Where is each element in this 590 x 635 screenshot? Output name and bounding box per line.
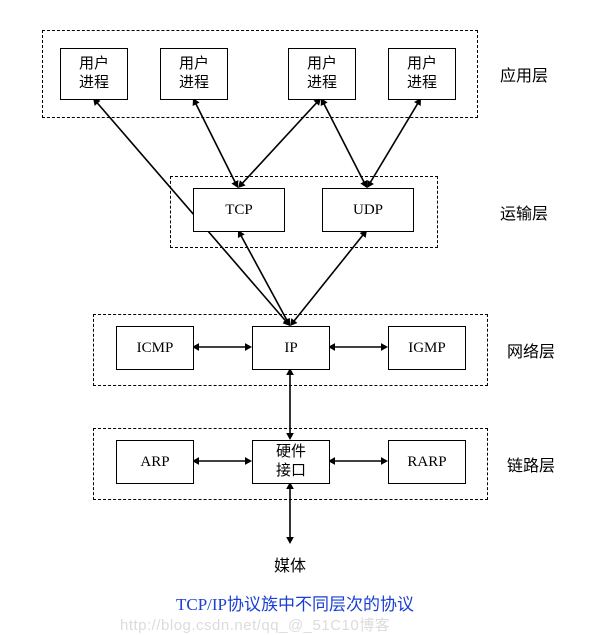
node-label: ARP (140, 453, 169, 472)
node-label: 用户进程 (407, 55, 437, 93)
node-udp: UDP (322, 188, 414, 232)
node-ip: IP (252, 326, 330, 370)
node-label: IP (284, 339, 297, 358)
node-user-3: 用户进程 (288, 48, 356, 100)
node-igmp: IGMP (388, 326, 466, 370)
node-tcp: TCP (193, 188, 285, 232)
node-arp: ARP (116, 440, 194, 484)
caption: TCP/IP协议族中不同层次的协议 (0, 590, 590, 615)
media-label: 媒体 (274, 552, 306, 576)
node-hw: 硬件接口 (252, 440, 330, 484)
node-icmp: ICMP (116, 326, 194, 370)
node-rarp: RARP (388, 440, 466, 484)
layer-label-link: 链路层 (507, 452, 555, 476)
node-label: ICMP (137, 339, 174, 358)
layer-label-tran: 运输层 (500, 200, 548, 224)
node-label: 用户进程 (79, 55, 109, 93)
layer-label-net: 网络层 (507, 338, 555, 362)
layer-label-app: 应用层 (500, 62, 548, 86)
node-label: RARP (407, 453, 446, 472)
node-label: 用户进程 (179, 55, 209, 93)
node-label: IGMP (408, 339, 446, 358)
node-user-2: 用户进程 (160, 48, 228, 100)
node-label: 硬件接口 (276, 443, 306, 481)
watermark: http://blog.csdn.net/qq_@_51C10博客 (120, 614, 390, 635)
node-user-1: 用户进程 (60, 48, 128, 100)
node-user-4: 用户进程 (388, 48, 456, 100)
node-label: TCP (225, 201, 253, 220)
node-label: 用户进程 (307, 55, 337, 93)
node-label: UDP (353, 201, 383, 220)
